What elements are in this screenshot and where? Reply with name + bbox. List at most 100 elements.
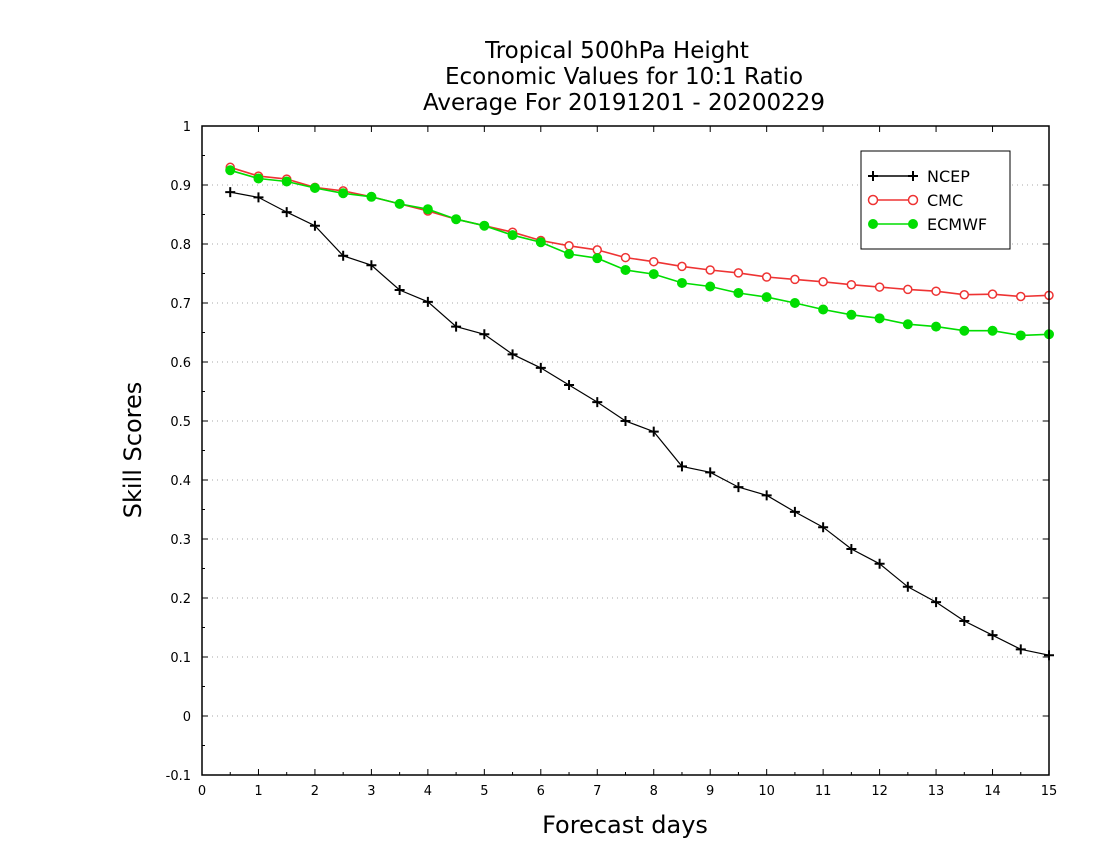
y-tick-label: 0.5	[170, 415, 191, 430]
data-point	[733, 268, 744, 278]
x-tick-label: 10	[758, 784, 775, 799]
data-point	[394, 198, 405, 209]
data-point	[507, 230, 518, 241]
data-point	[1015, 330, 1026, 341]
data-point	[225, 165, 236, 176]
y-tick-label: 0	[183, 710, 191, 725]
legend-label: CMC	[927, 191, 963, 210]
data-point	[868, 171, 878, 181]
data-point	[451, 321, 462, 332]
data-point	[761, 490, 772, 501]
y-tick-label: 0.7	[170, 297, 191, 312]
y-tick-label: 0.3	[170, 533, 191, 548]
data-point	[225, 187, 236, 198]
series-group	[225, 162, 1054, 661]
y-tick-label: 0.6	[170, 356, 191, 371]
data-point	[959, 289, 970, 300]
data-point	[564, 380, 575, 391]
data-point	[535, 362, 546, 373]
data-point	[874, 558, 885, 569]
data-point	[790, 274, 800, 285]
y-tick-label: 0.9	[170, 179, 191, 194]
data-point	[789, 506, 800, 517]
x-tick-label: 9	[706, 784, 714, 799]
data-point	[648, 269, 659, 280]
legend-label: NCEP	[927, 167, 970, 186]
data-point	[309, 182, 320, 193]
y-tick-label: 0.1	[170, 651, 191, 666]
data-point	[733, 287, 744, 298]
x-tick-label: 0	[198, 784, 206, 799]
data-point	[818, 304, 829, 315]
legend-item-ecmwf: ECMWF	[868, 215, 987, 234]
data-point	[846, 279, 857, 290]
data-point	[648, 426, 659, 437]
x-tick-label: 4	[424, 784, 432, 799]
x-tick-label: 5	[480, 784, 488, 799]
chart-title-line-2: Economic Values for 10:1 Ratio	[445, 64, 803, 90]
data-point	[959, 616, 970, 627]
series-ecmwf	[225, 165, 1054, 341]
data-point	[908, 171, 918, 181]
x-tick-label: 15	[1041, 784, 1058, 799]
legend-item-ncep: NCEP	[868, 167, 970, 186]
data-point	[281, 176, 292, 187]
data-point	[902, 581, 913, 592]
data-point	[874, 313, 885, 324]
data-point	[422, 296, 433, 307]
series-ncep	[225, 187, 1054, 661]
y-tick-label: -0.1	[166, 769, 191, 784]
y-axis-label: Skill Scores	[119, 382, 147, 519]
legend-label: ECMWF	[927, 215, 987, 234]
data-point	[987, 630, 998, 641]
data-point	[907, 194, 919, 206]
y-tick-label: 0.8	[170, 238, 191, 253]
y-tick-label: 1	[183, 120, 191, 135]
data-point	[564, 241, 574, 251]
data-point	[366, 191, 377, 202]
data-point	[903, 284, 913, 295]
data-point	[867, 194, 879, 206]
data-point	[451, 214, 462, 225]
x-tick-label: 13	[928, 784, 945, 799]
data-point	[1016, 291, 1026, 302]
legend: NCEP CMC ECMWF	[860, 150, 1011, 250]
data-point	[507, 349, 518, 360]
data-point	[366, 260, 377, 271]
data-point	[422, 204, 433, 215]
x-tick-label: 3	[367, 784, 375, 799]
data-point	[620, 264, 631, 275]
data-point	[931, 321, 942, 332]
data-point	[620, 252, 631, 263]
data-point	[394, 285, 405, 296]
chart-title-line-3: Average For 20191201 - 20200229	[423, 90, 825, 116]
data-point	[761, 272, 772, 282]
data-point	[846, 309, 857, 320]
data-point	[253, 192, 264, 203]
data-point	[959, 325, 970, 336]
data-point	[535, 237, 546, 248]
data-point	[309, 220, 320, 231]
data-point	[761, 292, 772, 303]
data-point	[338, 188, 349, 199]
data-point	[620, 416, 631, 426]
data-point	[564, 249, 575, 260]
data-point	[931, 597, 942, 608]
data-point	[705, 281, 716, 292]
data-point	[479, 220, 490, 231]
x-axis-label: Forecast days	[542, 811, 708, 839]
data-point	[677, 261, 687, 272]
data-point	[676, 461, 687, 472]
data-point	[676, 277, 687, 288]
chart-title-line-1: Tropical 500hPa Height	[484, 38, 749, 64]
chart-title: Tropical 500hPa Height Economic Values f…	[423, 38, 825, 116]
data-point	[931, 286, 941, 296]
x-tick-label: 12	[871, 784, 888, 799]
x-tick-label: 11	[815, 784, 832, 799]
data-point	[987, 325, 998, 336]
x-tick-label: 8	[650, 784, 658, 799]
grid-lines	[202, 184, 1049, 717]
data-point	[987, 289, 998, 299]
data-point	[705, 265, 715, 275]
